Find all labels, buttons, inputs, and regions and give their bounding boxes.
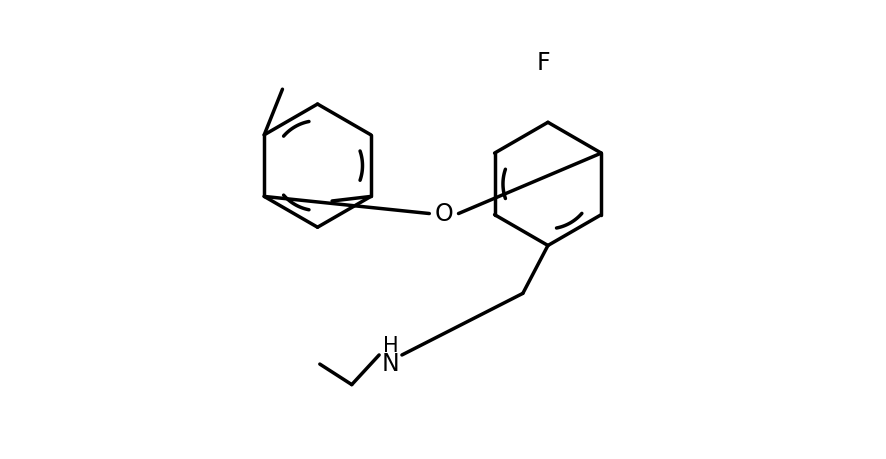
Text: N: N <box>382 352 400 376</box>
Text: F: F <box>537 51 550 75</box>
Text: H: H <box>383 336 399 356</box>
Text: O: O <box>434 202 454 225</box>
